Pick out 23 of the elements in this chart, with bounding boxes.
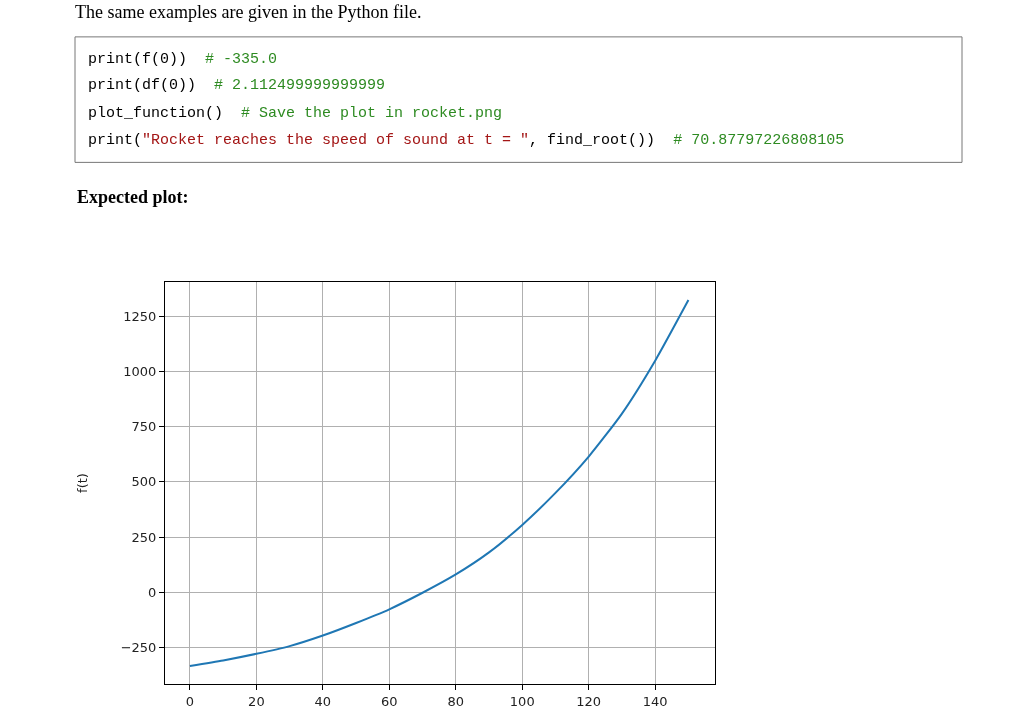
y-tick-label: 250: [131, 529, 157, 545]
text: plot_function() # Save the plot in rocket.png: [88, 105, 503, 122]
y-tick-label: 0: [148, 584, 157, 600]
y-tick-label: 500: [131, 474, 157, 490]
x-tick-label: 140: [642, 693, 668, 709]
text: print(f(0)) # -335.0: [88, 51, 278, 68]
y-tick-label: 1000: [123, 364, 157, 380]
x-tick-label: 80: [447, 693, 465, 709]
x-tick-label: 40: [314, 693, 332, 709]
y-tick-label: 750: [131, 419, 157, 435]
y-tick-label: 1250: [123, 309, 157, 325]
text: print(df(0)) # 2.112499999999999: [88, 77, 386, 94]
text: Expected plot:: [77, 187, 189, 207]
x-tick-label: 0: [185, 693, 195, 709]
chart-title: The same examples are given in the Python file.: [75, 2, 422, 23]
x-tick-label: 100: [509, 693, 535, 709]
x-tick-label: 120: [576, 693, 602, 709]
x-tick-label: 60: [381, 693, 398, 709]
text: print("Rocket reaches the speed of sound at t = ", find_root()) # 70.87797226808105: [88, 132, 845, 149]
x-tick-label: 20: [248, 693, 265, 709]
line-series: [188, 299, 690, 667]
y-axis-title: f(t): [74, 473, 90, 493]
y-tick-label: −250: [120, 639, 157, 655]
